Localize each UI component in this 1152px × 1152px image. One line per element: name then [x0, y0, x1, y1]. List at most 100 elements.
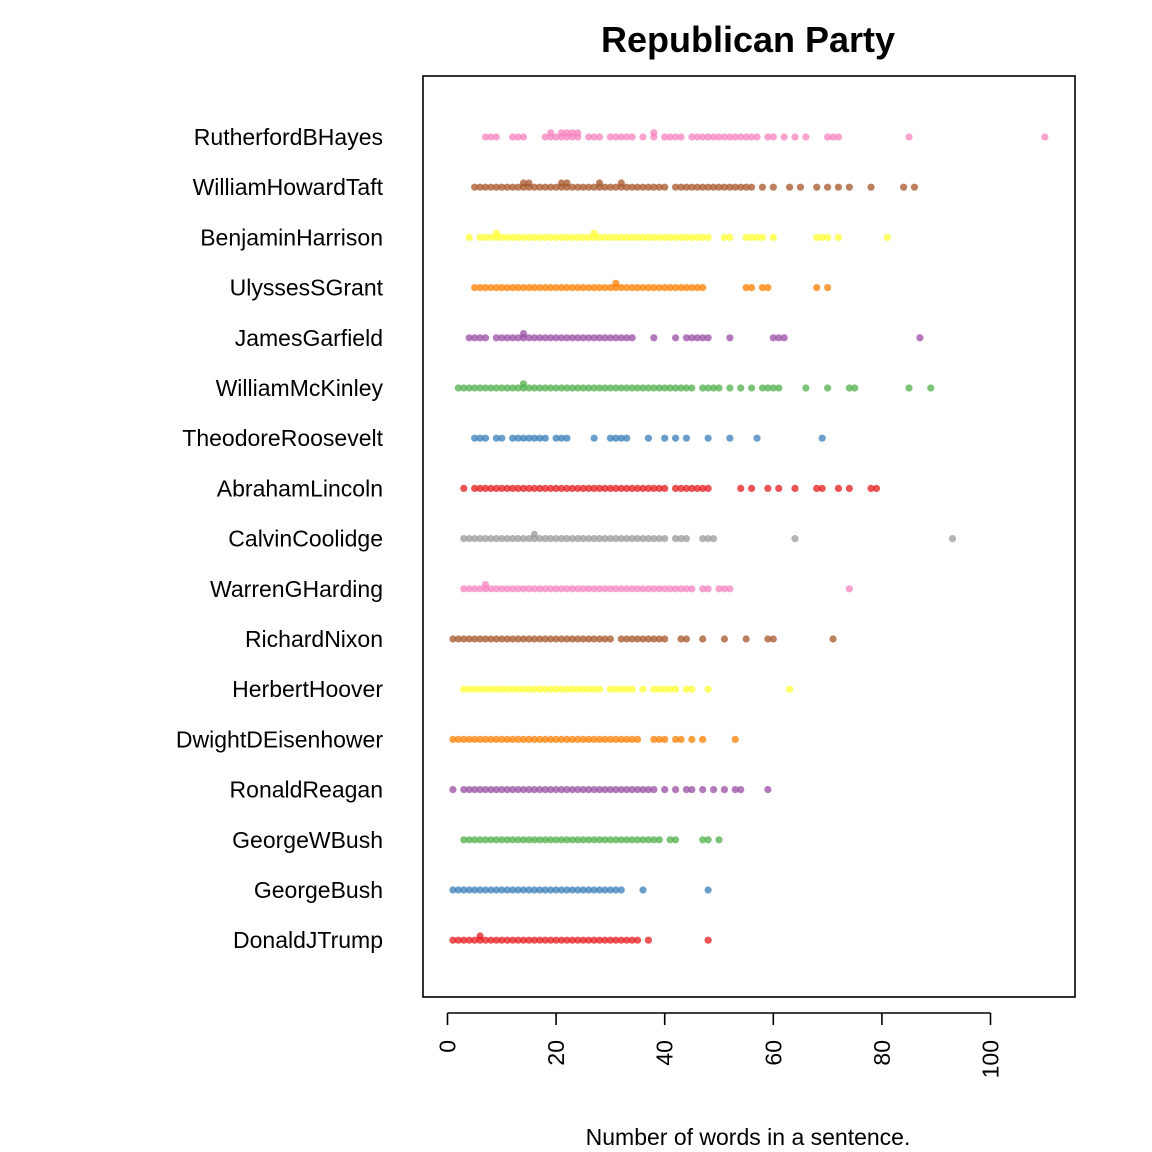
data-point [796, 183, 805, 191]
data-point [704, 384, 712, 392]
data-point [568, 735, 576, 744]
data-point [639, 886, 647, 894]
data-point [590, 836, 598, 844]
data-point [568, 284, 576, 292]
data-point [498, 786, 506, 794]
data-point [758, 384, 767, 392]
data-point [601, 384, 609, 392]
data-point [519, 179, 528, 187]
data-point [460, 384, 468, 392]
data-point [460, 535, 468, 543]
data-point [644, 384, 653, 392]
data-point [617, 535, 625, 543]
series-label: RonaldReagan [230, 777, 383, 803]
data-point [606, 936, 615, 944]
data-point [726, 233, 734, 241]
data-point [731, 133, 739, 141]
data-point [525, 284, 533, 292]
data-point [579, 585, 587, 593]
data-point [677, 735, 685, 744]
data-point [726, 183, 734, 191]
data-point [671, 685, 680, 693]
data-point [547, 535, 555, 543]
data-point [579, 886, 587, 894]
data-point [568, 384, 576, 392]
data-point [883, 233, 891, 241]
data-point [568, 535, 576, 543]
data-point [471, 434, 479, 442]
data-point [737, 133, 745, 141]
data-point [514, 585, 522, 593]
data-point [628, 484, 636, 492]
data-point [525, 936, 533, 944]
data-point [492, 886, 500, 894]
data-point [785, 183, 794, 191]
data-point [628, 284, 636, 292]
data-point [563, 284, 571, 292]
data-point [699, 284, 707, 292]
data-point [639, 685, 647, 693]
data-point [525, 179, 533, 187]
data-point [623, 233, 631, 241]
data-point [644, 484, 653, 492]
data-point [650, 786, 658, 794]
series-label: RichardNixon [245, 626, 383, 652]
data-point [715, 836, 723, 844]
data-point [503, 786, 511, 794]
data-point [791, 133, 799, 141]
data-point [525, 786, 533, 794]
data-point [666, 133, 674, 141]
data-point [481, 334, 490, 342]
data-point [525, 535, 533, 543]
data-point [552, 685, 560, 693]
data-point [557, 434, 566, 442]
data-point [639, 635, 647, 643]
data-point [601, 735, 609, 744]
data-point [557, 334, 566, 342]
data-point [612, 936, 620, 944]
data-point [633, 836, 642, 844]
data-point [617, 384, 625, 392]
data-point [715, 585, 723, 593]
data-point [900, 183, 908, 191]
data-point [509, 735, 517, 744]
data-point [601, 585, 609, 593]
data-point [481, 685, 490, 693]
data-point [590, 735, 598, 744]
data-point [905, 384, 913, 392]
data-point [612, 886, 620, 894]
data-point [764, 384, 772, 392]
data-point [650, 836, 658, 844]
data-point [509, 334, 517, 342]
data-point [601, 334, 609, 342]
data-point [563, 535, 571, 543]
data-point [514, 434, 522, 442]
data-point [834, 233, 843, 241]
data-point [476, 886, 484, 894]
data-point [541, 284, 549, 292]
data-point [454, 936, 462, 944]
data-point [639, 585, 647, 593]
data-point [927, 384, 935, 392]
data-point [487, 685, 495, 693]
data-point [574, 334, 582, 342]
data-point [623, 685, 631, 693]
data-point [682, 183, 691, 191]
data-point [606, 384, 615, 392]
data-point [612, 434, 620, 442]
data-point [617, 635, 625, 643]
data-point [568, 635, 576, 643]
data-point [867, 484, 875, 492]
data-point [747, 484, 756, 492]
data-point [867, 183, 875, 191]
data-point [492, 229, 500, 237]
data-point [481, 233, 490, 241]
data-point [514, 334, 522, 342]
data-point [530, 334, 538, 342]
data-point [574, 635, 582, 643]
data-point [579, 284, 587, 292]
data-point [487, 786, 495, 794]
data-point [519, 133, 528, 141]
data-point [758, 183, 767, 191]
data-point [612, 484, 620, 492]
